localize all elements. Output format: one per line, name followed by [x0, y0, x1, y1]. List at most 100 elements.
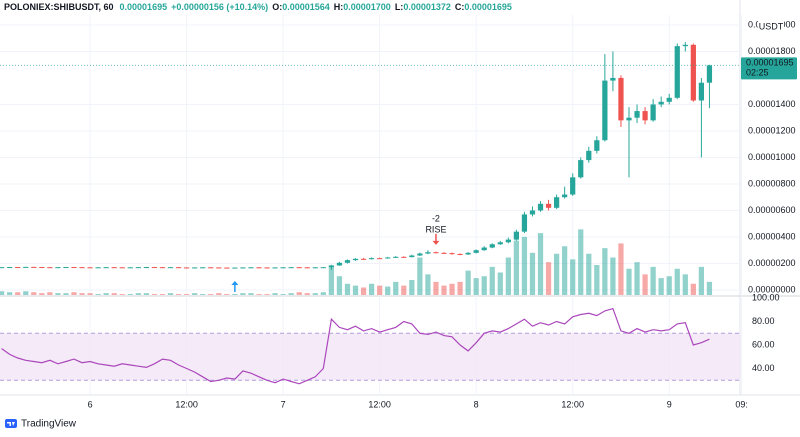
volume-bar [401, 285, 407, 295]
volume-bar [127, 294, 133, 295]
candle-body [39, 267, 45, 269]
symbol: POLONIEX:SHIBUSDT, 60 [4, 2, 114, 12]
rsi-band-fill [0, 333, 740, 381]
candle-body [465, 252, 471, 255]
volume-bar [7, 292, 13, 295]
candle-body [618, 77, 624, 121]
candle-body [570, 177, 576, 195]
volume-bar [304, 293, 310, 295]
volume-bar [208, 294, 214, 295]
candle-body [31, 266, 37, 268]
price-tick-label: 0.00001800 [748, 46, 796, 56]
volume-bar [224, 294, 230, 295]
volume-bar [433, 281, 439, 295]
volume-bar [505, 257, 511, 295]
volume-bar [119, 294, 125, 295]
candle-body [642, 111, 648, 121]
ohlc-value: 0.00001372 [403, 2, 451, 12]
candle-body [610, 77, 616, 81]
volume-bar [352, 285, 359, 295]
volume-bar [79, 293, 85, 295]
rsi-tick-label: 60.00 [752, 339, 775, 349]
candle-body [224, 267, 230, 269]
ohlc-label: O: [272, 2, 282, 12]
volume-bar [39, 293, 45, 295]
volume-bar [360, 287, 367, 295]
volume-bar [175, 294, 182, 295]
volume-bar [111, 293, 117, 295]
candle-body [497, 242, 503, 245]
ohlc-value: 0.00001700 [343, 2, 391, 12]
candle-body [240, 267, 246, 269]
volume-bar [192, 293, 198, 295]
volume [0, 229, 713, 295]
candle-body [151, 267, 158, 269]
price-tick-label: 0.00000000 [748, 284, 796, 294]
time-tick-label: 7 [281, 399, 286, 409]
volume-bar [658, 278, 664, 295]
time-tick-label: 12:00 [368, 399, 391, 409]
candle-body [505, 239, 511, 243]
candle-body [296, 267, 302, 269]
volume-bar [344, 283, 351, 295]
volume-bar [553, 253, 560, 295]
volume-bar [232, 294, 238, 295]
volume-bar [409, 280, 415, 295]
candle-body [95, 267, 101, 269]
volume-bar [256, 294, 262, 295]
candle-body [208, 267, 214, 269]
volume-bar [489, 266, 495, 295]
time-tick-label: 8 [474, 399, 479, 409]
volume-bar [55, 293, 61, 295]
price-tag-value: 0.00001695 [746, 58, 794, 68]
brand: TradingView [21, 419, 77, 430]
time-tick-label: 6 [88, 399, 93, 409]
volume-bar [31, 292, 37, 295]
volume-bar [562, 246, 568, 295]
volume-bar [634, 262, 640, 295]
volume-bar [95, 294, 101, 295]
volume-bar [650, 266, 656, 295]
volume-bar [280, 294, 286, 295]
volume-bar [465, 270, 471, 295]
volume-bar [103, 293, 109, 295]
candle-body [232, 267, 238, 269]
volume-bar [594, 265, 600, 295]
ohlc-label: L: [395, 2, 404, 12]
candle-body [368, 258, 375, 260]
ohlc-label: H: [334, 2, 344, 12]
volume-bar [578, 229, 584, 295]
candle-body [272, 267, 278, 269]
candle-body [690, 44, 696, 101]
price-tick-label: 0.00000200 [748, 258, 796, 268]
price-tag-countdown: 02:25 [746, 68, 769, 78]
candle-body [586, 150, 592, 161]
candle-body [433, 252, 439, 254]
volume-bar [698, 266, 705, 295]
rsi-tick-label: 40.00 [752, 363, 775, 373]
volume-bar [417, 257, 423, 295]
candle-body [674, 46, 680, 98]
volume-bar [666, 276, 672, 295]
candle-body [127, 267, 133, 269]
volume-bar [425, 274, 431, 295]
volume-bar [151, 294, 158, 295]
volume-bar [441, 285, 447, 295]
candle-body [0, 267, 5, 269]
price-tick-label: 0.00001000 [748, 152, 796, 162]
candle-body [312, 267, 318, 269]
volume-bar [328, 266, 335, 295]
candle-body [545, 203, 552, 208]
annotation-arrow-head [231, 280, 239, 285]
candle-body [457, 253, 463, 255]
volume-bar [521, 236, 528, 295]
volume-bar [642, 274, 648, 295]
ohlc-label: C: [455, 2, 465, 12]
candle-body [449, 253, 455, 255]
candle-body [320, 267, 326, 269]
candle-body [135, 267, 141, 269]
candle-body [103, 267, 109, 269]
volume-bar [143, 293, 150, 295]
candle-body [87, 267, 93, 269]
